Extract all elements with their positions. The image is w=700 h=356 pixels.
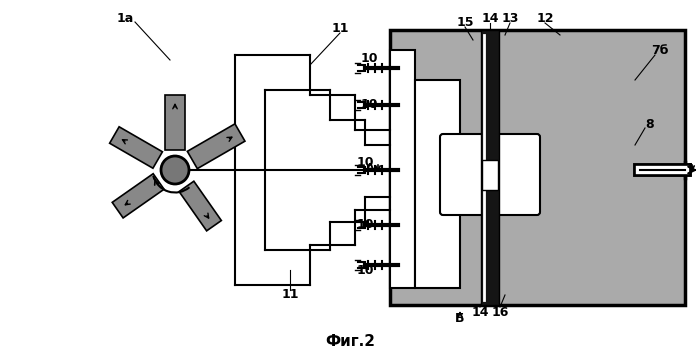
Text: Б: Б: [455, 312, 465, 325]
Text: 10: 10: [356, 157, 374, 169]
Text: 10: 10: [356, 219, 374, 231]
Polygon shape: [179, 181, 221, 231]
Text: 14: 14: [482, 11, 498, 25]
Text: 13: 13: [501, 11, 519, 25]
Circle shape: [161, 156, 189, 184]
Text: 7б: 7б: [651, 43, 668, 57]
Bar: [415, 80, 460, 288]
Bar: [390, 30, 685, 305]
Text: 10: 10: [360, 99, 378, 111]
Text: Фиг.2: Фиг.2: [325, 334, 375, 349]
Text: 12: 12: [536, 11, 554, 25]
Text: 15: 15: [456, 16, 474, 28]
Text: 1а: 1а: [116, 11, 134, 25]
Text: 8: 8: [645, 119, 654, 131]
Text: 11: 11: [331, 21, 349, 35]
Polygon shape: [112, 174, 164, 218]
Text: А: А: [687, 163, 695, 173]
Bar: [390, 30, 685, 305]
Polygon shape: [165, 95, 185, 150]
FancyBboxPatch shape: [440, 134, 484, 215]
Text: 14: 14: [471, 305, 489, 319]
Text: 11: 11: [281, 288, 299, 302]
Text: 10: 10: [356, 263, 374, 277]
Text: 10: 10: [360, 52, 378, 64]
Bar: [481, 30, 499, 305]
Bar: [482, 160, 498, 190]
Polygon shape: [188, 124, 245, 169]
Polygon shape: [110, 127, 162, 168]
FancyBboxPatch shape: [496, 134, 540, 215]
Text: А: А: [366, 163, 375, 173]
Bar: [390, 50, 415, 288]
Text: 16: 16: [491, 305, 509, 319]
